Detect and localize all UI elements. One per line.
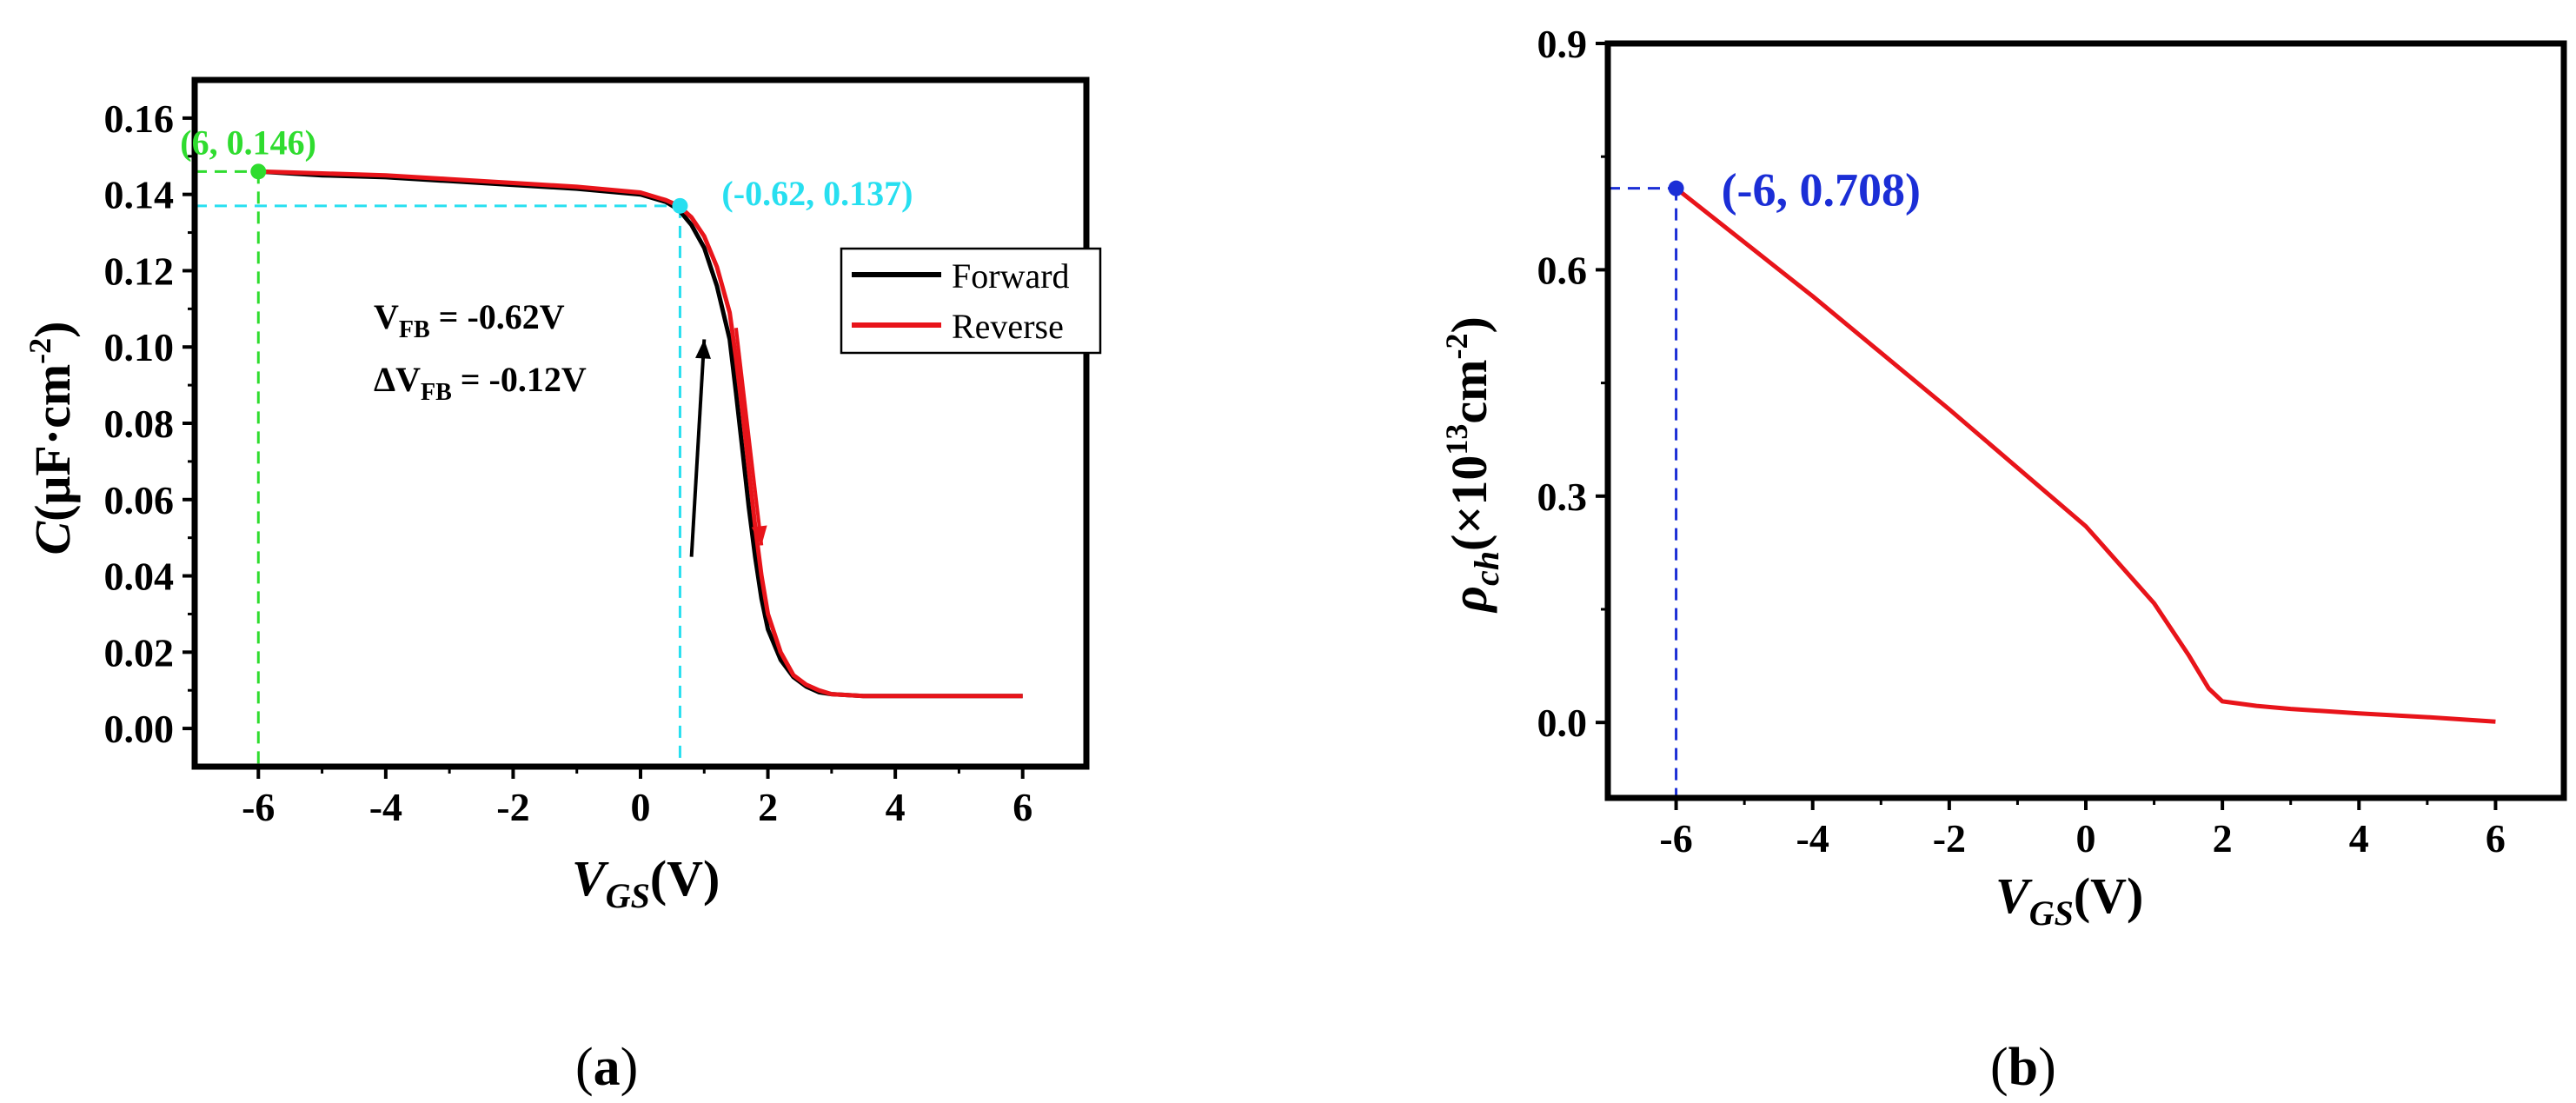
- x-tick-label: 2: [758, 785, 778, 829]
- x-tick-label: 0: [631, 785, 651, 829]
- trend-arrow-head: [751, 525, 767, 546]
- y-tick-label: 0.9: [1537, 22, 1588, 66]
- panel-label-a: (a): [575, 1038, 638, 1097]
- y-tick-label: 0.12: [104, 249, 175, 293]
- chart-a-y-label: C(μF·cm-2): [23, 321, 81, 555]
- chart-b-series: [1675, 186, 2496, 724]
- x-tick-label: -4: [369, 785, 402, 829]
- legend-box: [840, 247, 1102, 355]
- series-line--ch: [1675, 186, 2496, 724]
- marker-point: [1668, 180, 1684, 196]
- x-tick-label: -4: [1796, 816, 1829, 860]
- x-tick-label: 4: [2349, 816, 2369, 860]
- chart-b-y-ticks: 0.0 0.3 0.6 0.9: [1537, 22, 1608, 745]
- chart-b-plot-frame: [1604, 40, 2567, 801]
- chart-b: -6 -4 -2 0 2 4 6 0.0 0.3 0.6 0.9 (-6, 0.708) VGS(…: [1439, 22, 2567, 1097]
- chart-a-y-ticks: 0.00 0.02 0.04 0.06 0.08 0.10 0.12 0.14 0.16: [104, 96, 195, 751]
- chart-a-guide-lines: [195, 169, 681, 767]
- y-tick-label: 0.04: [104, 555, 175, 599]
- trend-arrow-head: [695, 339, 711, 359]
- x-tick-label: -2: [1933, 816, 1966, 860]
- chart-a-markers: (6, 0.146) (-0.62, 0.137): [180, 123, 913, 214]
- y-tick-label: 0.6: [1537, 248, 1588, 292]
- trend-arrow-shaft: [689, 339, 707, 557]
- panel-label-b: (b): [1990, 1038, 2056, 1097]
- chart-b-x-ticks: -6 -4 -2 0 2 4 6: [1659, 798, 2506, 860]
- y-tick-label: 0.0: [1537, 701, 1588, 745]
- chart-a-x-ticks: -6 -4 -2 0 2 4 6: [242, 767, 1032, 829]
- x-tick-label: 2: [2213, 816, 2233, 860]
- x-tick-label: 0: [2076, 816, 2096, 860]
- x-tick-label: 6: [2486, 816, 2506, 860]
- y-tick-label: 0.14: [104, 173, 175, 217]
- legend-reverse-label: Reverse: [952, 307, 1064, 346]
- chart-a: -6 -4 -2 0 2 4 6 0.000.020.040.060.080.100.120…: [23, 76, 1102, 1097]
- chart-a-series: [258, 169, 1023, 699]
- marker-point: [250, 163, 267, 180]
- marker-label: (-6, 0.708): [1722, 164, 1921, 216]
- marker-label: (-0.62, 0.137): [721, 174, 913, 213]
- y-tick-label: 0.00: [104, 707, 175, 751]
- x-tick-label: -6: [242, 785, 275, 829]
- legend-forward-label: Forward: [952, 256, 1070, 296]
- chart-a-plot-frame: [191, 76, 1090, 770]
- marker-label: (6, 0.146): [180, 123, 316, 162]
- x-tick-label: -6: [1659, 816, 1692, 860]
- vfb-annotation: VFB = -0.62V: [374, 297, 565, 343]
- chart-a-legend: Forward Reverse: [840, 247, 1102, 355]
- marker-point: [672, 197, 688, 214]
- chart-b-markers: (-6, 0.708): [1668, 164, 1921, 216]
- y-tick-label: 0.06: [104, 478, 175, 522]
- y-tick-label: 0.3: [1537, 475, 1588, 519]
- chart-a-arrows: [689, 328, 767, 557]
- y-tick-label: 0.16: [104, 96, 175, 141]
- y-tick-label: 0.08: [104, 402, 175, 446]
- x-tick-label: -2: [496, 785, 529, 829]
- x-tick-label: 4: [886, 785, 906, 829]
- y-tick-label: 0.02: [104, 630, 175, 674]
- y-tick-label: 0.10: [104, 325, 175, 369]
- chart-b-y-label: ρch(×1013cm-2): [1439, 316, 1506, 614]
- chart-a-x-label: VGS(V): [572, 850, 720, 915]
- series-line-reverse: [258, 169, 1023, 699]
- delta-vfb-annotation: ΔVFB = -0.12V: [374, 360, 587, 406]
- chart-b-guide-lines: [1608, 187, 1678, 798]
- chart-b-x-label: VGS(V): [1995, 867, 2143, 933]
- x-tick-label: 6: [1012, 785, 1032, 829]
- trend-arrow-shaft: [734, 328, 764, 546]
